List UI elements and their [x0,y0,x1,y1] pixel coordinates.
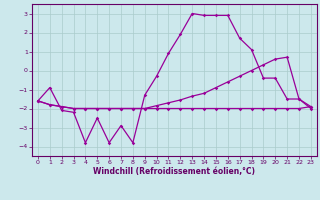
X-axis label: Windchill (Refroidissement éolien,°C): Windchill (Refroidissement éolien,°C) [93,167,255,176]
